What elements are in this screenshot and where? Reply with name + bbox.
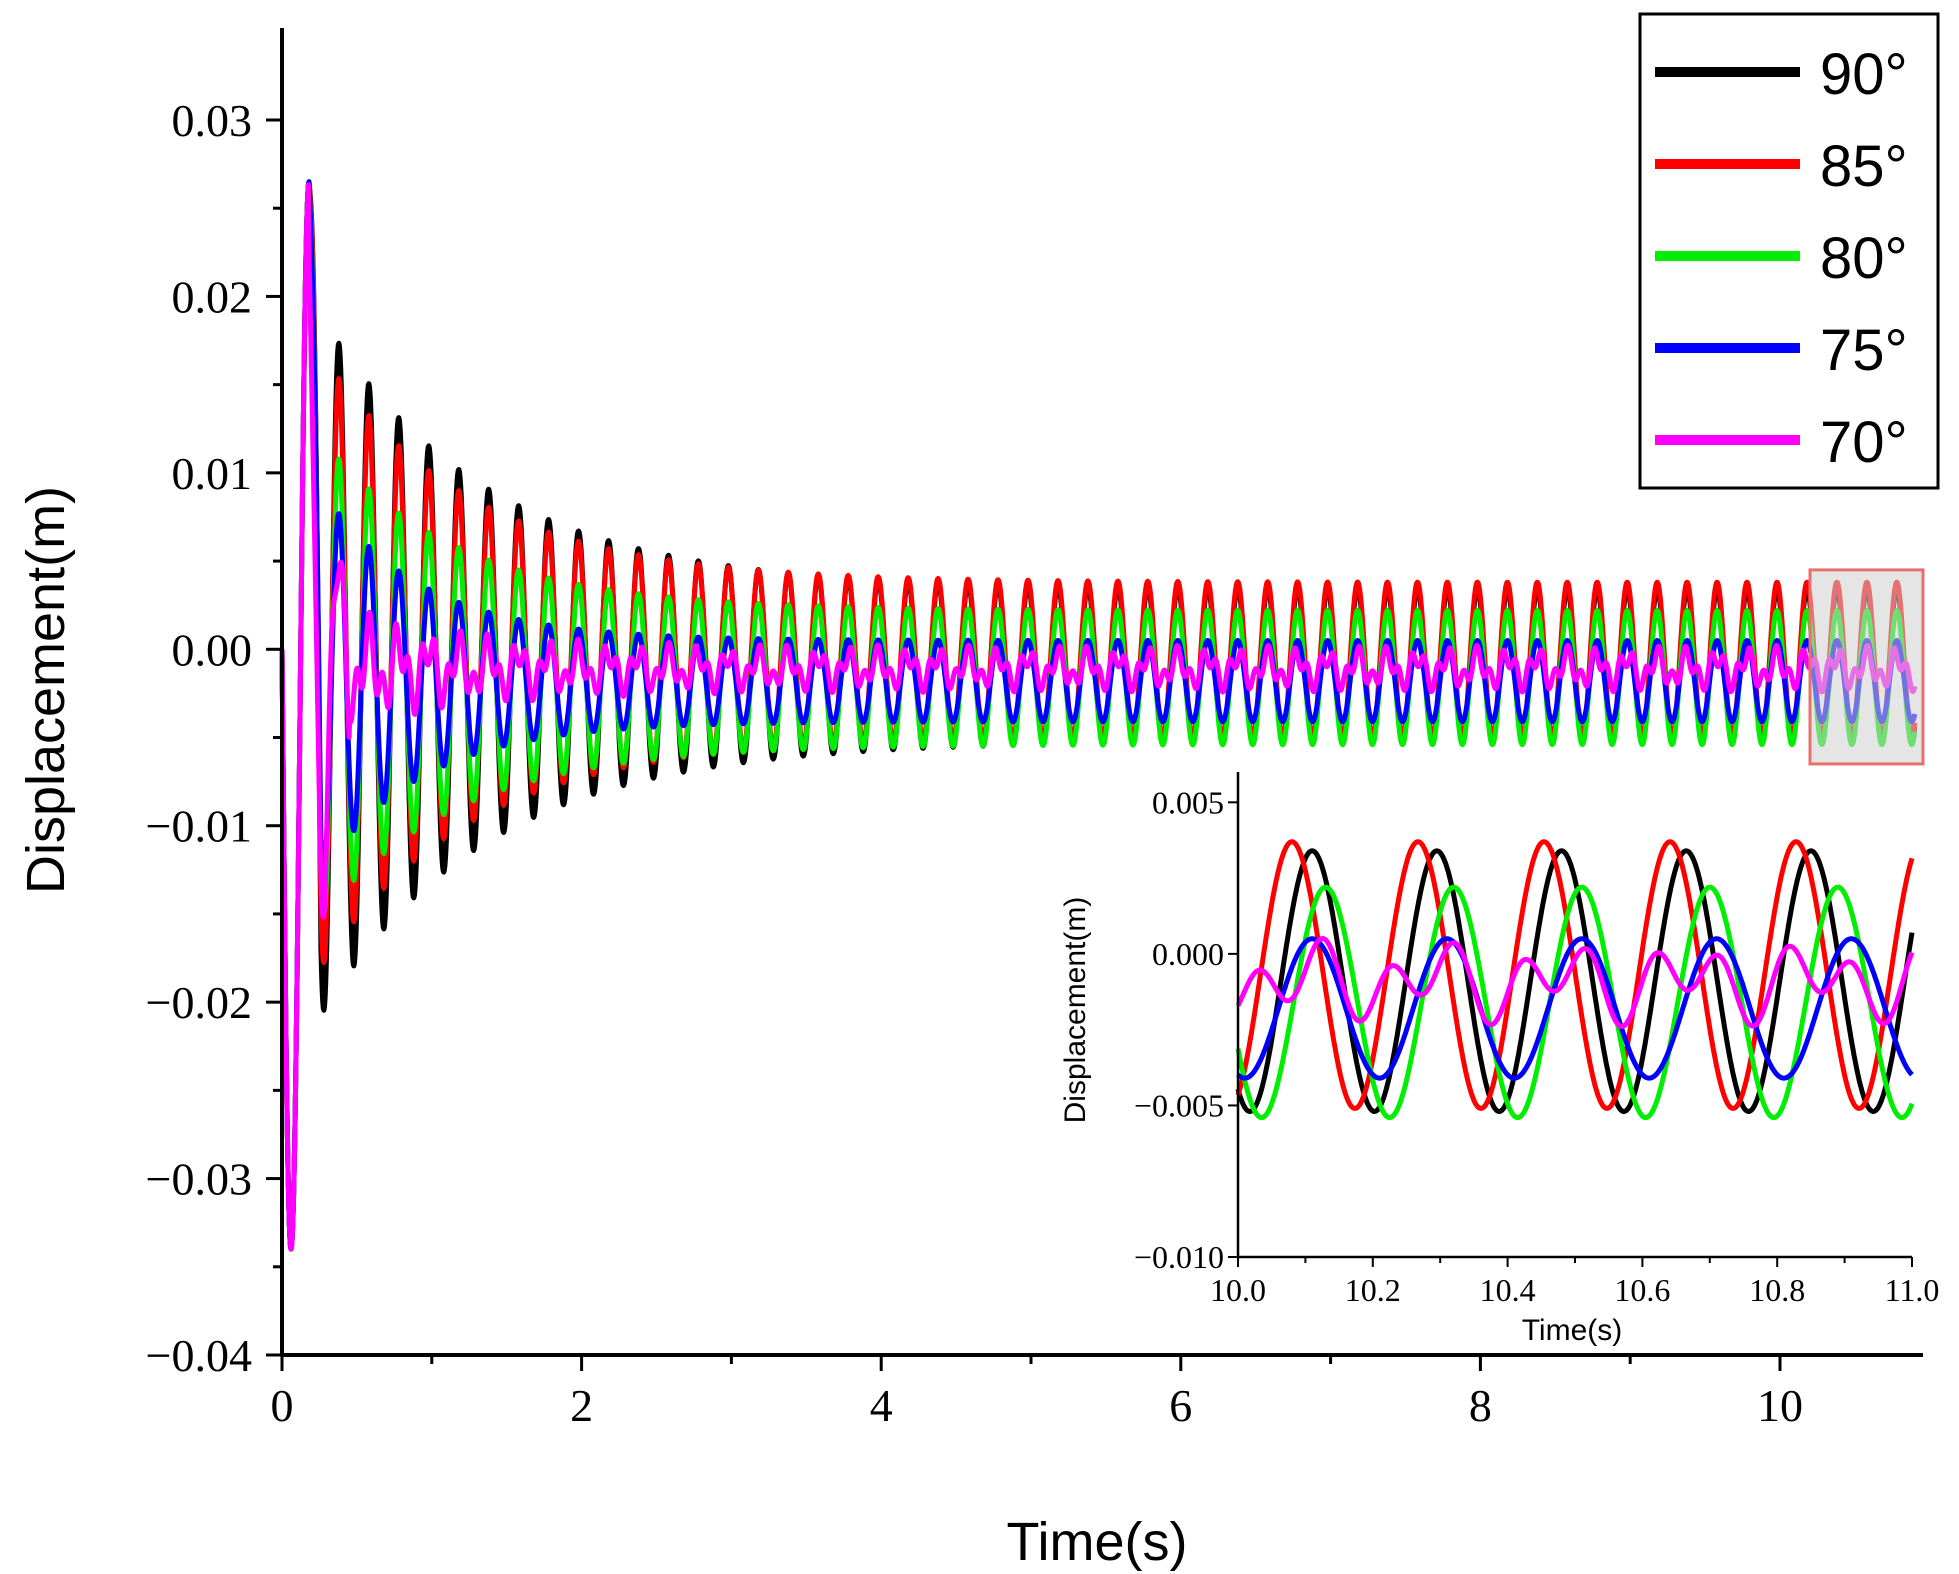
legend-items: 90° 85° 80° 75° 70° [1655, 42, 1908, 475]
inset-background [1238, 772, 1912, 1257]
main-plot: −0.04 −0.03 −0.02 −0.01 0.00 0.01 0.02 0.03 0 2 4 6… [16, 28, 1925, 1572]
main-axes: −0.04 −0.03 −0.02 −0.01 0.00 0.01 0.02 0.03 0 2 4 6… [146, 28, 1923, 1431]
y-tick-label: −0.01 [146, 801, 252, 852]
x-tick-label: 2 [570, 1380, 593, 1431]
inset-x-tick-label: 10.4 [1480, 1272, 1536, 1308]
x-tick-label: 10 [1757, 1380, 1803, 1431]
inset-x-tick-label: 10.8 [1749, 1272, 1805, 1308]
x-tick-label: 4 [870, 1380, 893, 1431]
y-tick-label: −0.03 [146, 1154, 252, 1205]
legend-label: 70° [1820, 410, 1908, 475]
y-tick-label: −0.02 [146, 977, 252, 1028]
inset-x-axis-title: Time(s) [1522, 1314, 1623, 1347]
x-tick-label: 8 [1469, 1380, 1492, 1431]
inset-series-line-75deg [1236, 936, 1914, 1081]
legend-label: 90° [1820, 42, 1908, 107]
inset-y-tick-label: −0.010 [1134, 1239, 1224, 1275]
y-tick-label: −0.04 [146, 1330, 252, 1381]
inset-x-tick-label: 11.0 [1885, 1272, 1940, 1308]
main-series-group [279, 179, 1918, 1252]
legend-label: 85° [1820, 134, 1908, 199]
zoom-region-box [1808, 568, 1925, 766]
inset-series-line-70deg [1235, 936, 1915, 1029]
inset-x-tick-label: 10.6 [1614, 1272, 1670, 1308]
inset-x-tick-label: 10.2 [1345, 1272, 1401, 1308]
legend: 90° 85° 80° 75° 70° [1638, 12, 1940, 490]
y-tick-label: 0.01 [172, 448, 253, 499]
x-tick-label: 0 [271, 1380, 294, 1431]
legend-label: 75° [1820, 318, 1908, 383]
inset-y-axis-title: Displacement(m) [1059, 897, 1092, 1124]
y-tick-label: 0.03 [172, 95, 253, 146]
y-axis-title: Displacement(m) [16, 486, 76, 894]
inset-axes: −0.010 −0.005 0.000 0.005 10.0 10.2 10.4 10.6 10… [1134, 772, 1939, 1308]
x-axis-title: Time(s) [1007, 1512, 1188, 1572]
x-tick-label: 6 [1169, 1380, 1192, 1431]
inset-x-tick-label: 10.0 [1210, 1272, 1266, 1308]
inset-series-group [1235, 772, 1915, 1257]
legend-label: 80° [1820, 226, 1908, 291]
inset-y-tick-label: −0.005 [1134, 1087, 1224, 1123]
y-tick-label: 0.02 [172, 271, 253, 322]
main-series-line-70deg [279, 182, 1918, 1252]
inset-series-line-80deg [1235, 884, 1915, 1120]
y-tick-label: 0.00 [172, 624, 253, 675]
inset-y-tick-label: 0.005 [1152, 784, 1224, 820]
inset-y-tick-label: 0.000 [1152, 936, 1224, 972]
inset-plot: −0.010 −0.005 0.000 0.005 10.0 10.2 10.4 10.6 10… [1059, 772, 1939, 1347]
inset-series-line-85deg [1235, 839, 1915, 1111]
